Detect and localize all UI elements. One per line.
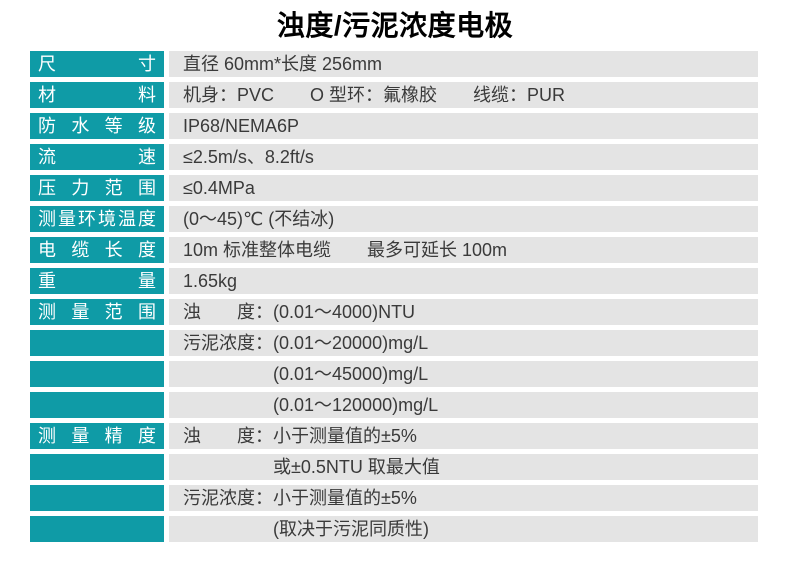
spec-label: 测量范围 [30,299,164,325]
spec-value: IP68/NEMA6P [169,113,758,139]
spec-value: 机身：PVC O 型环：氟橡胶 线缆：PUR [169,82,758,108]
spec-row-flow-velocity: 流速 ≤2.5m/s、8.2ft/s [30,144,758,170]
spec-label [30,516,164,542]
spec-value: (取决于污泥同质性) [169,516,758,542]
spec-row-waterproof-rating: 防水等级 IP68/NEMA6P [30,113,758,139]
spec-table: 尺寸 直径 60mm*长度 256mm 材料 机身：PVC O 型环：氟橡胶 线… [30,51,758,542]
spec-row-accuracy-turbidity-2: 或±0.5NTU 取最大值 [30,454,758,480]
spec-label [30,392,164,418]
page-title: 浊度/污泥浓度电极 [276,10,514,41]
spec-row-pressure-range: 压力范围 ≤0.4MPa [30,175,758,201]
spec-value: ≤0.4MPa [169,175,758,201]
spec-row-cable-length: 电缆长度 10m 标准整体电缆 最多可延长 100m [30,237,758,263]
spec-value: 污泥浓度：(0.01～20000)mg/L [169,330,758,356]
spec-row-accuracy-turbidity: 测量精度 浊 度：小于测量值的±5% [30,423,758,449]
spec-value: 或±0.5NTU 取最大值 [169,454,758,480]
spec-row-dimensions: 尺寸 直径 60mm*长度 256mm [30,51,758,77]
spec-value: 10m 标准整体电缆 最多可延长 100m [169,237,758,263]
spec-row-measuring-range-turbidity: 测量范围 浊 度：(0.01～4000)NTU [30,299,758,325]
spec-value: (0.01～45000)mg/L [169,361,758,387]
spec-label: 测量环境温度 [30,206,164,232]
spec-label: 电缆长度 [30,237,164,263]
spec-label [30,485,164,511]
spec-label: 重量 [30,268,164,294]
spec-row-ambient-temperature: 测量环境温度 (0～45)℃ (不结冰) [30,206,758,232]
spec-value: 浊 度：小于测量值的±5% [169,423,758,449]
spec-value: (0.01～120000)mg/L [169,392,758,418]
spec-row-accuracy-sludge-2: (取决于污泥同质性) [30,516,758,542]
spec-value: ≤2.5m/s、8.2ft/s [169,144,758,170]
spec-label: 尺寸 [30,51,164,77]
spec-label: 流速 [30,144,164,170]
spec-value: 1.65kg [169,268,758,294]
spec-value: (0～45)℃ (不结冰) [169,206,758,232]
spec-label [30,361,164,387]
spec-row-material: 材料 机身：PVC O 型环：氟橡胶 线缆：PUR [30,82,758,108]
spec-label [30,330,164,356]
spec-row-weight: 重量 1.65kg [30,268,758,294]
spec-label: 压力范围 [30,175,164,201]
spec-row-measuring-range-sludge-3: (0.01～120000)mg/L [30,392,758,418]
spec-label: 防水等级 [30,113,164,139]
spec-row-measuring-range-sludge-2: (0.01～45000)mg/L [30,361,758,387]
spec-label [30,454,164,480]
spec-value: 浊 度：(0.01～4000)NTU [169,299,758,325]
spec-label: 测量精度 [30,423,164,449]
spec-value: 污泥浓度：小于测量值的±5% [169,485,758,511]
spec-label: 材料 [30,82,164,108]
spec-value: 直径 60mm*长度 256mm [169,51,758,77]
spec-row-measuring-range-sludge: 污泥浓度：(0.01～20000)mg/L [30,330,758,356]
spec-row-accuracy-sludge: 污泥浓度：小于测量值的±5% [30,485,758,511]
